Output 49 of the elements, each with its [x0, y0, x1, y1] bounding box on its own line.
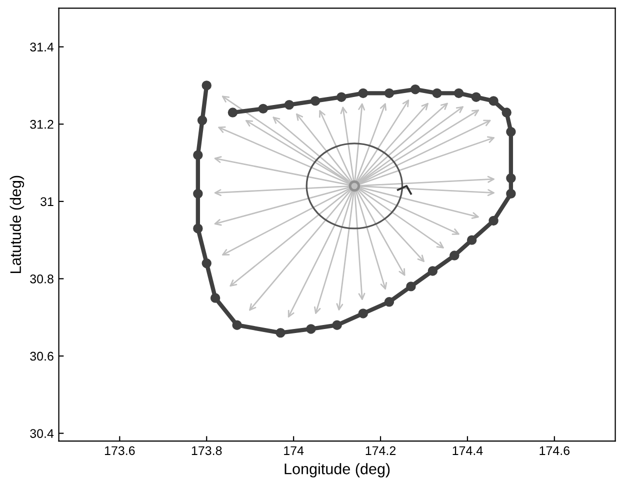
y-tick-label: 30.8: [30, 274, 54, 284]
x-tick-label: 174.6: [540, 446, 570, 456]
x-tick-label: 173.6: [104, 446, 135, 456]
point: [210, 293, 220, 303]
y-axis-title: Latutude (deg): [10, 176, 24, 274]
point: [502, 108, 512, 118]
point: [428, 266, 438, 276]
point: [310, 96, 320, 106]
point: [228, 108, 238, 118]
x-axis-title: Longitude (deg): [284, 463, 390, 478]
x-tick-label: 174.4: [452, 446, 483, 455]
point: [384, 297, 394, 307]
point: [410, 84, 420, 94]
point: [506, 173, 516, 184]
x-tick-label: 174: [284, 446, 304, 455]
y-tick-label: 30.4: [30, 429, 54, 438]
point: [336, 92, 346, 102]
y-tick-label: 31.4: [30, 42, 54, 52]
point: [202, 80, 212, 90]
point: [232, 320, 242, 330]
x-tick-label: 173.8: [192, 446, 222, 456]
point: [506, 127, 516, 137]
y-tick-label: 31: [40, 197, 54, 206]
point: [384, 88, 394, 98]
point: [488, 216, 498, 226]
point: [358, 308, 368, 318]
point: [432, 88, 442, 98]
x-tick-label: 174.2: [366, 446, 396, 455]
point: [193, 188, 203, 199]
point: [450, 250, 460, 260]
point: [193, 224, 203, 234]
point: [306, 324, 316, 334]
point: [284, 100, 294, 110]
point: [406, 282, 416, 292]
y-tick-label: 30.6: [30, 352, 54, 361]
point: [348, 180, 360, 192]
point: [276, 328, 286, 338]
point: [466, 235, 477, 245]
point: [258, 104, 268, 114]
point: [471, 92, 482, 102]
point: [506, 188, 516, 199]
point: [454, 88, 464, 98]
point: [358, 88, 368, 98]
point: [202, 258, 212, 268]
point: [197, 115, 208, 126]
point: [193, 150, 203, 160]
point: [488, 96, 498, 106]
point: [332, 320, 342, 330]
y-tick-label: 31.2: [30, 120, 54, 129]
